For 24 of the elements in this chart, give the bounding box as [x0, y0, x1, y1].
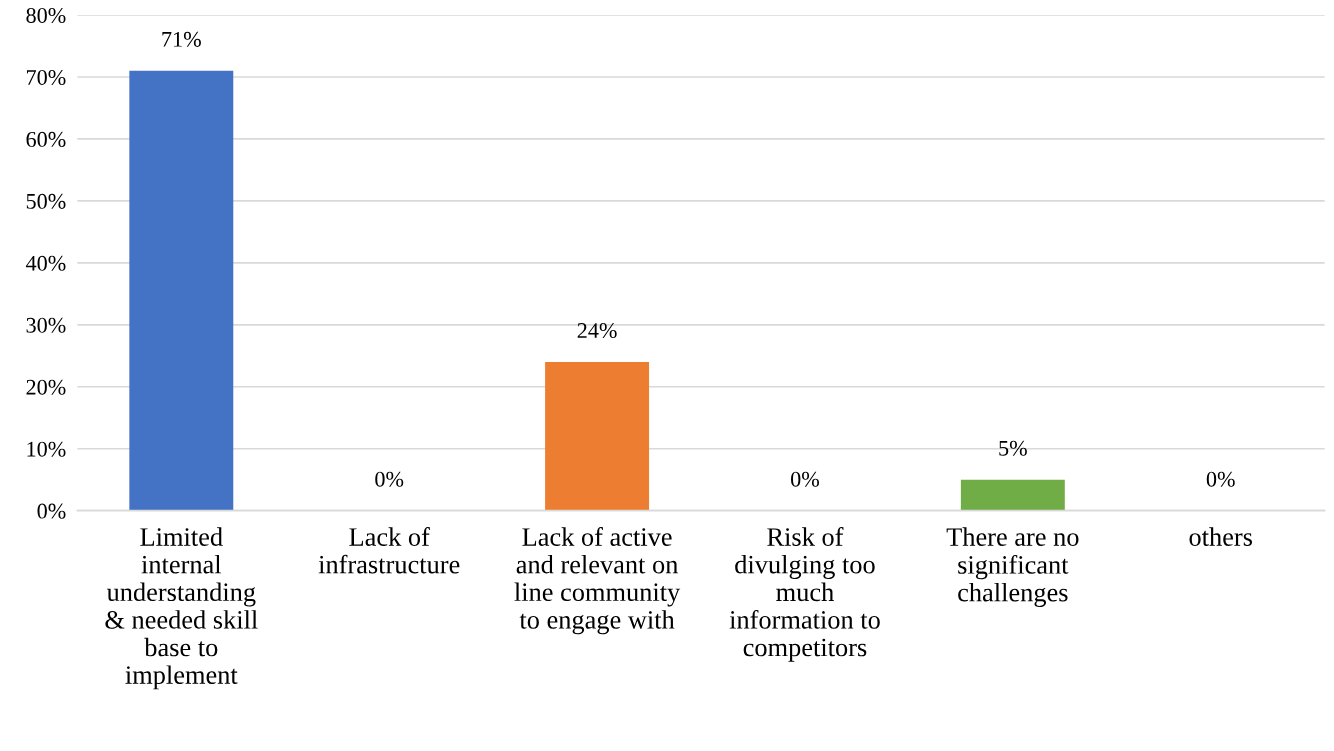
data-label: 0%	[1206, 471, 1235, 487]
x-tick-label: There are no significant challenges	[946, 527, 1079, 607]
data-label: 71%	[162, 31, 201, 47]
data-label: 0%	[790, 471, 820, 487]
data-label: 5%	[999, 440, 1027, 456]
x-tick-label: others	[1189, 527, 1253, 546]
x-tick-label: Risk of divulging too much information to competitors	[729, 527, 880, 662]
y-tick-label: 30%	[26, 317, 66, 333]
y-tick-label: 50%	[26, 193, 66, 209]
y-tick-label: 10%	[27, 441, 66, 457]
data-label: 24%	[577, 323, 617, 339]
bar	[129, 70, 234, 511]
x-tick-label: Lack of infrastructure	[318, 527, 460, 574]
data-label: 0%	[375, 471, 404, 487]
y-tick-label: 60%	[26, 131, 66, 147]
x-tick-label: Limited internal understanding & needed skill base to implement	[105, 527, 258, 690]
bar	[545, 361, 650, 511]
bar	[960, 479, 1065, 511]
y-tick-label: 0%	[37, 503, 66, 519]
y-tick-label: 20%	[26, 379, 66, 395]
y-tick-label: 80%	[26, 7, 66, 24]
y-tick-label: 70%	[26, 69, 66, 85]
x-tick-label: Lack of active and relevant on line community to engage with	[514, 527, 681, 635]
y-tick-label: 40%	[25, 255, 66, 271]
